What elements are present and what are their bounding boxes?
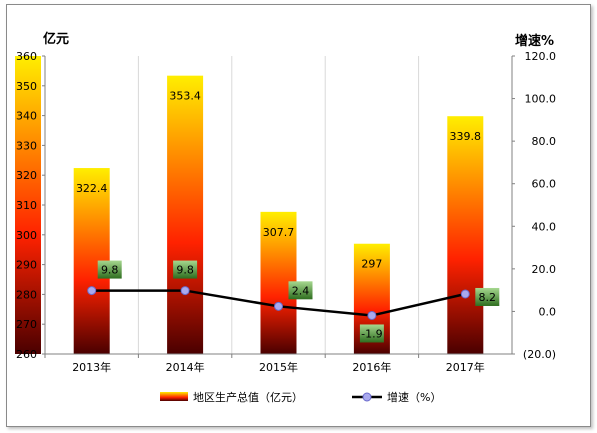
chart-frame: 260 270 280 290 300 310 320 330 340 350 360 亿元 (20.0… <box>6 4 591 427</box>
right-tick-label: 40.0 <box>532 220 557 233</box>
bar <box>447 116 484 354</box>
right-axis-title: 增速% <box>515 33 554 49</box>
legend-label-line: 增速（%） <box>387 390 441 404</box>
x-tick-label: 2013年 <box>72 360 111 374</box>
bar-value-label: 322.4 <box>76 182 108 195</box>
bar-value-label: 353.4 <box>169 90 201 103</box>
left-tick-label: 300 <box>16 229 37 242</box>
right-tick-label: 0.0 <box>539 305 557 318</box>
axes-layer: 260 270 280 290 300 310 320 330 340 350 360 亿元 (20.0… <box>15 31 556 374</box>
growth-value-label: -1.9 <box>361 327 382 340</box>
left-tick-label: 340 <box>16 110 37 123</box>
left-tick-label: 360 <box>16 50 37 63</box>
growth-value-box <box>97 260 122 279</box>
bar-value-label: 307.7 <box>263 226 295 239</box>
growth-value-box <box>475 287 500 306</box>
growth-value-label: 8.2 <box>479 291 497 304</box>
x-tick-label: 2015年 <box>259 360 298 374</box>
right-tick-label: 120.0 <box>525 50 557 63</box>
left-tick-label: 330 <box>16 139 37 152</box>
legend-label-bars: 地区生产总值（亿元） <box>193 390 303 404</box>
left-tick-label: 270 <box>16 318 37 331</box>
bar-value-label: 339.8 <box>450 130 482 143</box>
growth-marker <box>367 310 377 320</box>
growth-value-label: 9.8 <box>101 264 119 277</box>
x-tick-label: 2017年 <box>446 360 485 374</box>
growth-value-label: 2.4 <box>292 284 310 297</box>
left-tick-label: 310 <box>16 199 37 212</box>
left-tick-label: 320 <box>16 169 37 182</box>
legend-marker <box>362 392 372 402</box>
bar <box>167 75 204 354</box>
growth-value-box <box>288 281 313 300</box>
left-axis-color-strip <box>15 56 41 354</box>
left-tick-label: 280 <box>16 288 37 301</box>
growth-line-layer <box>87 286 470 320</box>
x-tick-label: 2014年 <box>166 360 205 374</box>
bar-value-label: 297 <box>361 258 382 271</box>
growth-value-box <box>359 324 384 343</box>
labels-layer: 322.4 353.4 307.7 297 339.8 9.8 9.8 2.4 -1.9 8.2 <box>76 90 500 343</box>
growth-value-box <box>173 260 198 279</box>
growth-marker <box>87 286 97 296</box>
chart-svg: 260 270 280 290 300 310 320 330 340 350 360 亿元 (20.0… <box>15 31 556 404</box>
left-tick-label: 350 <box>16 80 37 93</box>
right-tick-label: 20.0 <box>532 263 557 276</box>
growth-marker <box>460 289 470 299</box>
right-tick-label: 80.0 <box>532 135 557 148</box>
growth-value-label: 9.8 <box>176 264 194 277</box>
x-tick-label: 2016年 <box>352 360 391 374</box>
left-tick-label: 290 <box>16 259 37 272</box>
right-tick-label: 60.0 <box>532 178 557 191</box>
right-tick-label: (20.0) <box>523 348 556 361</box>
left-tick-label: 260 <box>16 348 37 361</box>
bars-layer <box>73 75 484 354</box>
right-tick-label: 100.0 <box>525 93 557 106</box>
growth-marker <box>180 286 190 296</box>
legend-swatch-bars <box>160 392 188 401</box>
legend: 地区生产总值（亿元） 增速（%） <box>160 390 441 404</box>
left-axis-title: 亿元 <box>43 31 69 47</box>
growth-marker <box>274 301 283 311</box>
